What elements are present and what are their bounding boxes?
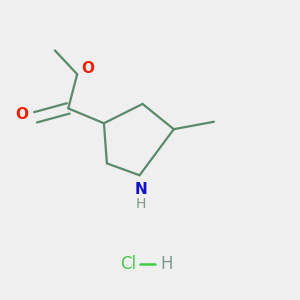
Text: H: H bbox=[160, 255, 172, 273]
Text: Cl: Cl bbox=[120, 255, 136, 273]
Text: H: H bbox=[136, 196, 146, 211]
Text: O: O bbox=[16, 107, 29, 122]
Text: N: N bbox=[135, 182, 148, 197]
Text: O: O bbox=[81, 61, 94, 76]
